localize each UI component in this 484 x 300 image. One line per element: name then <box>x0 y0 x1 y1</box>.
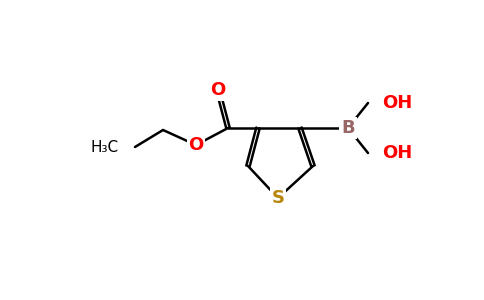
Text: OH: OH <box>382 94 412 112</box>
Text: O: O <box>211 81 226 99</box>
Text: B: B <box>341 119 355 137</box>
Text: OH: OH <box>382 144 412 162</box>
Text: O: O <box>188 136 204 154</box>
Text: S: S <box>272 189 285 207</box>
Text: H₃C: H₃C <box>91 140 119 154</box>
